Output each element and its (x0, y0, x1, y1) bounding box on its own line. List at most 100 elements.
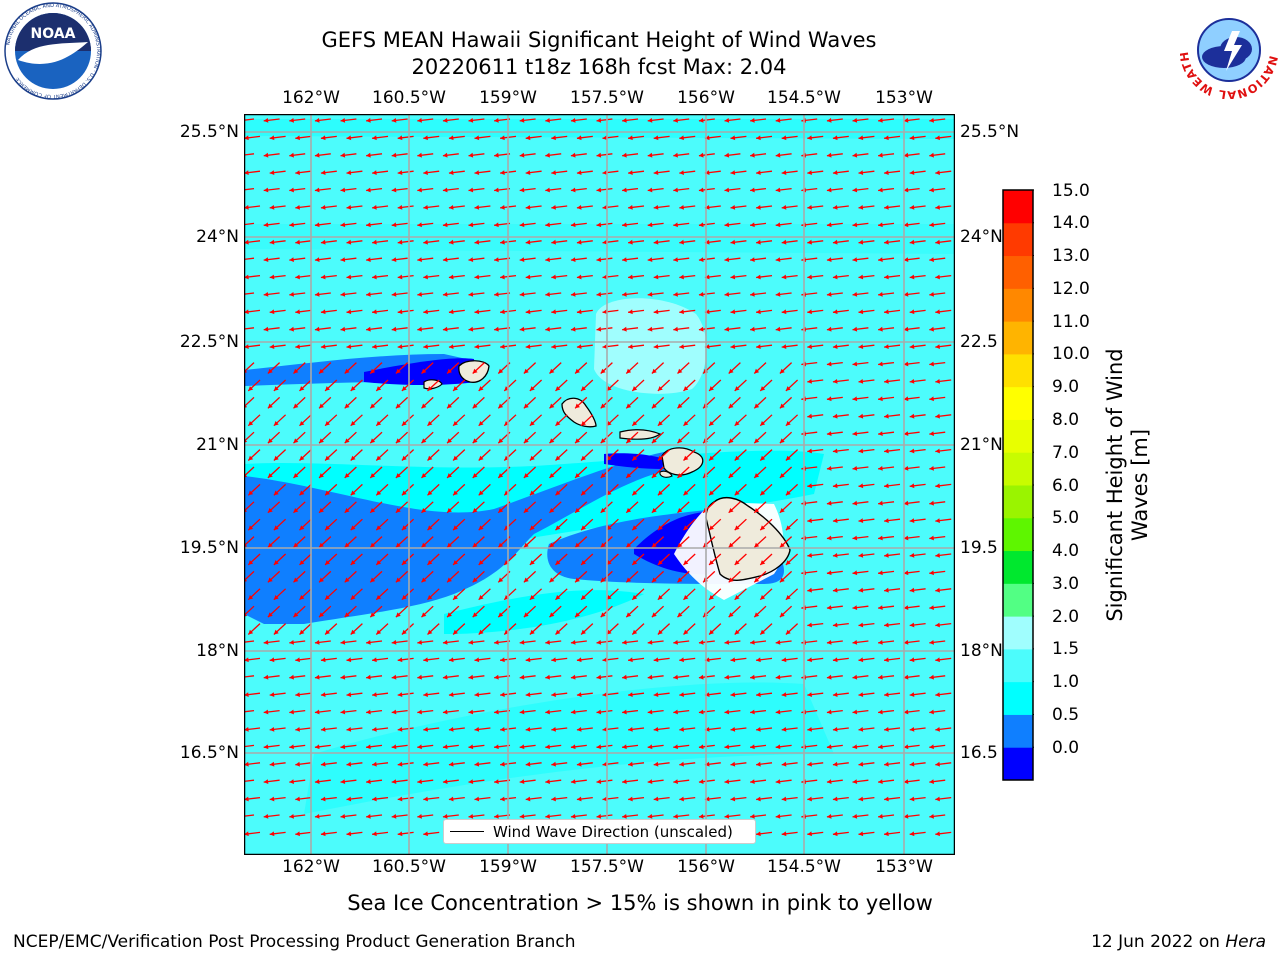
wave-direction-arrowhead (756, 170, 761, 175)
wave-direction-arrowhead (576, 796, 582, 802)
wave-direction-arrowhead (295, 205, 300, 210)
wave-direction-arrowhead (575, 612, 580, 618)
wave-direction-arrowhead (474, 727, 480, 732)
wave-direction-arrowhead (903, 187, 909, 193)
wave-direction-arrowhead (903, 744, 909, 750)
wave-direction-arrowhead (500, 239, 505, 245)
wave-direction-arrowhead (350, 490, 356, 496)
wave-direction-arrowhead (299, 420, 305, 426)
lat-tick-right: 19.5 (960, 538, 998, 558)
lat-tick-right: 24°N (960, 227, 1003, 247)
wave-direction-arrowhead (858, 622, 864, 628)
wave-direction-arrowhead (622, 814, 627, 819)
wave-direction-arrowhead (602, 344, 608, 349)
wave-direction-arrowhead (366, 779, 371, 784)
wave-direction-arrowhead (935, 309, 940, 315)
wave-direction-arrowhead (775, 744, 781, 750)
wave-direction-arrowhead (596, 814, 602, 819)
wave-direction-arrowhead (929, 222, 934, 228)
wave-direction-arrowhead (704, 170, 710, 175)
wave-direction-arrowhead (673, 709, 678, 715)
wave-direction-arrowhead (903, 570, 909, 576)
wave-direction-arrowhead (935, 587, 940, 593)
wave-direction-arrowhead (427, 525, 433, 531)
wave-direction-arrowhead (935, 448, 940, 454)
wave-direction-arrowhead (549, 507, 555, 513)
wave-direction-arrowhead (423, 135, 428, 141)
wave-direction-arrowhead (401, 629, 407, 635)
wave-direction-arrowhead (244, 274, 249, 280)
wave-direction-arrowhead (551, 692, 556, 697)
wave-direction-arrowhead (340, 779, 346, 784)
wave-direction-arrowhead (704, 727, 710, 732)
wave-direction-arrowhead (878, 431, 883, 436)
wave-direction-arrowhead (679, 135, 684, 141)
wave-direction-arrowhead (807, 587, 812, 593)
wave-direction-arrowhead (395, 403, 401, 409)
wave-direction-arrowhead (935, 796, 940, 802)
wave-direction-arrowhead (657, 386, 663, 391)
wave-direction-arrowhead (575, 368, 580, 374)
wave-direction-arrowhead (289, 744, 294, 750)
wave-direction-arrowhead (602, 761, 608, 767)
wave-direction-arrowhead (730, 170, 736, 175)
wave-direction-arrowhead (344, 473, 350, 478)
wave-direction-arrowhead (677, 473, 683, 478)
wave-direction-arrowhead (263, 779, 269, 784)
wave-direction-arrowhead (551, 205, 556, 210)
wave-direction-arrowhead (651, 612, 657, 618)
wave-direction-arrowhead (626, 368, 632, 374)
wave-direction-arrowhead (826, 257, 832, 262)
wave-direction-arrow (244, 779, 255, 783)
wave-direction-arrowhead (269, 657, 275, 663)
lat-tick-left: 16.5°N (179, 743, 239, 763)
wave-direction-arrowhead (442, 152, 448, 158)
wave-direction-arrowhead (472, 507, 478, 513)
wave-direction-arrowhead (346, 274, 352, 280)
wave-direction-arrowhead (376, 455, 382, 461)
wave-direction-arrowhead (852, 570, 858, 576)
wave-direction-arrowhead (832, 692, 838, 697)
wave-direction-arrowhead (754, 368, 760, 374)
wave-direction-arrowhead (244, 796, 249, 802)
wave-direction-arrowhead (884, 344, 889, 349)
wave-direction-arrowhead (779, 542, 785, 548)
wave-direction-arrowhead (289, 674, 294, 680)
wave-direction-arrowhead (734, 594, 740, 600)
wave-direction-arrowhead (570, 118, 576, 123)
wave-direction-arrowhead (709, 525, 714, 531)
wave-direction-arrowhead (760, 490, 766, 496)
chart-subtitle: 20220611 t18z 168h fcst Max: 2.04 (411, 55, 787, 79)
wave-direction-arrowhead (909, 205, 915, 210)
wave-direction-arrowhead (525, 692, 531, 697)
wave-direction-arrowhead (421, 577, 427, 583)
wave-direction-arrowhead (673, 814, 678, 819)
wave-direction-arrowhead (314, 257, 320, 262)
wave-direction-arrowhead (709, 455, 714, 461)
wave-direction-arrowhead (293, 507, 299, 513)
wave-direction-arrowhead (628, 239, 633, 245)
wave-direction-arrowhead (698, 187, 704, 193)
wave-direction-arrowhead (858, 761, 864, 767)
wave-direction-arrowhead (651, 473, 657, 478)
wave-direction-arrowhead (775, 292, 781, 297)
colorbar-swatch (1003, 288, 1033, 322)
wave-direction-arrowhead (500, 309, 505, 315)
wave-direction-arrowhead (728, 368, 734, 374)
wave-direction-arrowhead (417, 709, 422, 715)
wave-direction-arrowhead (468, 814, 474, 819)
noaa-logo: NOAA NATIONAL OCEANIC AND ATMOSPHERIC AD… (4, 2, 102, 100)
wave-direction-arrowhead (826, 431, 832, 436)
wave-direction-arrowhead (340, 674, 346, 680)
wave-direction-arrowhead (647, 814, 653, 819)
wave-direction-arrowhead (325, 420, 330, 426)
wave-direction-arrowhead (519, 674, 525, 680)
wave-direction-arrowhead (289, 152, 294, 158)
wave-direction-arrowhead (807, 518, 812, 523)
wave-direction-arrowhead (679, 761, 684, 767)
wave-direction-arrowhead (273, 490, 279, 496)
wave-direction-arrowhead (344, 368, 350, 374)
wave-direction-arrowhead (781, 205, 787, 210)
wave-direction-arrowhead (576, 135, 582, 141)
wave-direction-arrowhead (935, 622, 940, 628)
